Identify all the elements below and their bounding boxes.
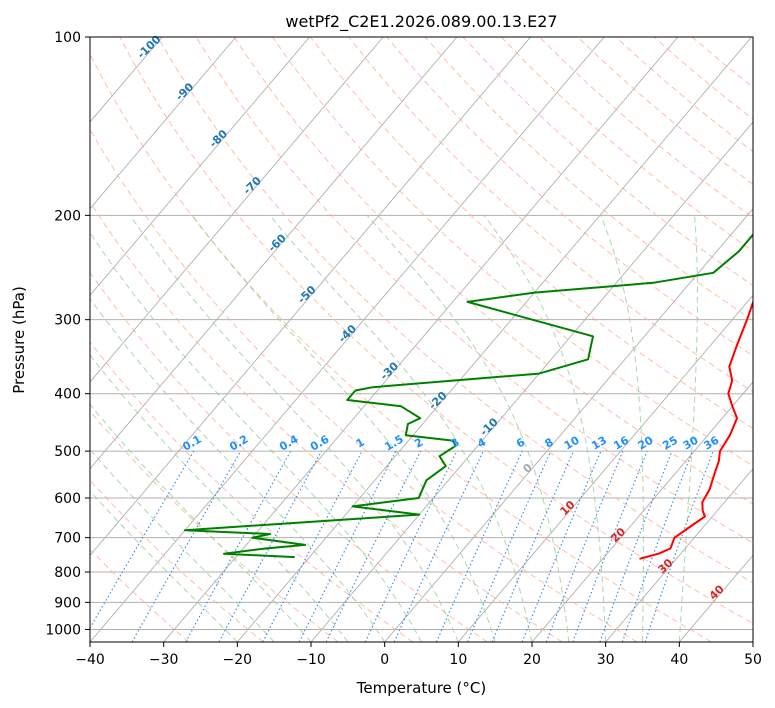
isotherm-0	[384, 207, 753, 642]
y-tick-label: 1000	[45, 622, 81, 638]
x-tick-label: −20	[223, 652, 253, 668]
x-tick-label: 50	[744, 652, 762, 668]
moist-adiabat	[90, 297, 386, 642]
dry-adiabat	[233, 37, 753, 505]
isotherm-10	[457, 294, 753, 642]
dry-adiabat	[157, 37, 753, 584]
axes: −40 −30 −20 −10 0 10 20 30 40 50 100 200 300 400 500 60…	[45, 30, 762, 668]
mixing-ratio-line	[599, 450, 673, 642]
mixing-ratio-line	[185, 450, 292, 642]
dry-adiabat	[90, 479, 264, 642]
moist-adiabats	[90, 214, 698, 642]
y-tick-label: 200	[54, 208, 81, 224]
plot-frame	[89, 36, 754, 643]
skewed-isotherms	[90, 37, 753, 642]
dry-adiabat	[90, 128, 638, 642]
mixing-ratio-line	[218, 450, 322, 642]
isotherm--70	[90, 37, 384, 383]
isotherm--50	[90, 37, 531, 557]
isotherm--60	[90, 37, 458, 470]
dry-adiabats	[90, 37, 753, 642]
isotherm--20	[236, 37, 752, 642]
dry-adiabat	[90, 201, 563, 642]
mixing-ratio-line	[466, 450, 552, 642]
temperature-profile-line	[639, 299, 753, 560]
x-tick-label: 0	[380, 652, 389, 668]
dry-adiabat	[90, 52, 712, 642]
mixing-ratio-line	[644, 450, 714, 642]
moist-adiabat	[129, 215, 459, 642]
mixing-ratio-line	[545, 450, 624, 642]
y-tick-label: 600	[54, 491, 81, 507]
y-tick-label: 300	[54, 313, 81, 329]
isotherm--80	[90, 37, 310, 297]
moist-adiabat	[90, 448, 275, 642]
moist-adiabat	[678, 215, 698, 642]
moist-adiabat	[90, 490, 238, 642]
y-tick-label: 800	[54, 565, 81, 581]
pressure-grid	[90, 37, 753, 630]
x-tick-label: −10	[296, 652, 326, 668]
x-tick-label: −40	[75, 652, 105, 668]
y-axis-label: Pressure (hPa)	[10, 286, 28, 394]
dry-adiabat	[119, 37, 753, 624]
dry-adiabat	[348, 37, 753, 393]
x-tick-label: 20	[523, 652, 541, 668]
isotherm--90	[90, 37, 237, 210]
dewpoint-profile-line	[184, 233, 753, 559]
mixing-ratio-line	[325, 450, 422, 642]
moist-adiabat	[483, 215, 607, 642]
profile-series	[184, 233, 753, 560]
y-tick-label: 400	[54, 387, 81, 403]
y-tick-label: 100	[54, 30, 81, 46]
dry-adiabat	[462, 37, 753, 287]
dry-adiabat	[90, 271, 488, 642]
y-tick-label: 700	[54, 531, 81, 547]
mixing-ratio-line	[435, 450, 523, 642]
x-tick-label: 10	[449, 652, 467, 668]
isotherm-30	[605, 467, 753, 642]
mixing-ratio-lines	[90, 450, 714, 642]
moist-adiabat	[90, 354, 349, 642]
x-tick-label: −30	[149, 652, 179, 668]
x-tick-label: 40	[670, 652, 688, 668]
y-tick-label: 900	[54, 595, 81, 611]
mixing-ratio-line	[298, 450, 397, 642]
mixing-ratio-line	[491, 450, 575, 642]
dry-adiabat	[310, 37, 753, 430]
mixing-ratio-line	[521, 450, 602, 642]
mixing-ratio-line	[572, 450, 648, 642]
x-axis-label: Temperature (°C)	[356, 679, 486, 697]
x-tick-label: 30	[597, 652, 615, 668]
isotherm-20	[531, 381, 753, 642]
y-tick-label: 500	[54, 444, 81, 460]
moist-adiabat	[90, 231, 422, 642]
dry-adiabat	[90, 548, 190, 642]
dry-adiabat	[90, 341, 414, 642]
moist-adiabat	[269, 214, 533, 642]
dry-adiabat	[195, 37, 753, 544]
moist-adiabat	[90, 403, 312, 642]
moist-adiabat	[600, 215, 644, 642]
moist-adiabat	[366, 214, 570, 642]
mixing-ratio-line	[621, 450, 693, 642]
isotherm--30	[163, 37, 679, 642]
chart-title: wetPf2_C2E1.2026.089.00.13.E27	[285, 12, 557, 32]
dry-adiabat	[271, 37, 753, 467]
